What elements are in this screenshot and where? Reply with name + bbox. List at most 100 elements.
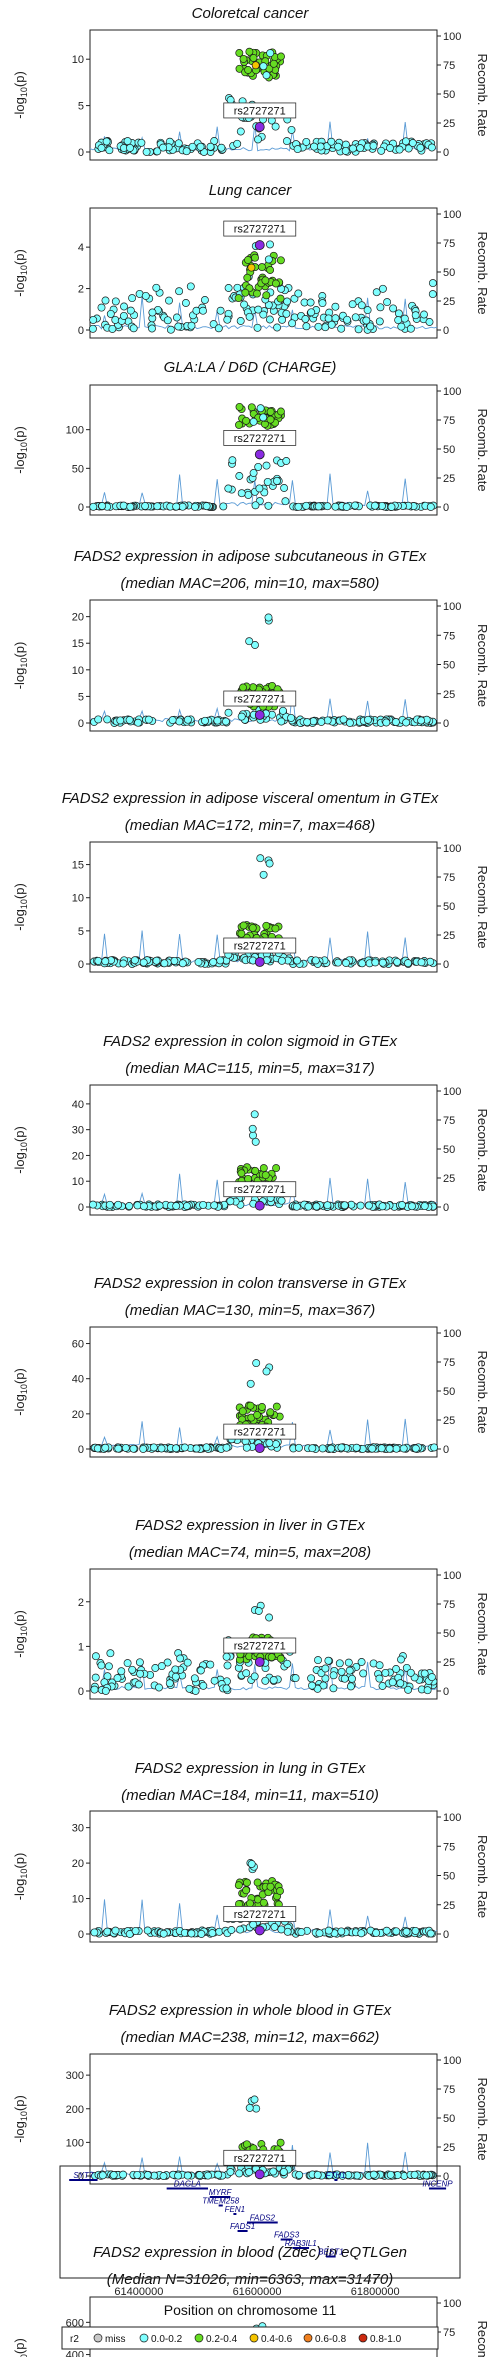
y2-axis-label: Recomb. Rate	[475, 231, 490, 314]
snp-point	[412, 312, 419, 319]
lead-snp-point	[255, 450, 264, 459]
snp-point	[158, 1663, 165, 1670]
y2-tick-label: 25	[443, 473, 455, 485]
snp-point	[114, 1675, 121, 1682]
snp-point	[177, 1655, 184, 1662]
snp-point	[227, 96, 234, 103]
snp-point	[340, 716, 347, 723]
snp-point	[303, 138, 310, 145]
snp-point-ld	[238, 930, 245, 937]
snp-point-peak	[260, 871, 267, 878]
snp-point	[358, 1930, 365, 1937]
snp-point	[278, 1926, 285, 1933]
panel-10: FADS2 expression in whole blood in GTEx (…	[12, 2002, 490, 2184]
snp-point	[393, 1665, 400, 1672]
y2-tick-label: 0	[443, 502, 449, 514]
snp-point-ld	[243, 1887, 250, 1894]
snp-point	[173, 1202, 180, 1209]
snp-point	[252, 502, 259, 509]
y2-tick-label: 50	[443, 89, 455, 101]
snp-point	[238, 713, 245, 720]
snp-point	[304, 719, 311, 726]
y2-tick-label: 50	[443, 1628, 455, 1640]
snp-point	[127, 307, 134, 314]
snp-point-peak	[253, 1360, 260, 1367]
snp-point-ld	[243, 1879, 250, 1886]
snp-point	[338, 325, 345, 332]
snp-point	[132, 1927, 139, 1934]
panel-title: FADS2 expression in colon sigmoid in GTE…	[103, 1033, 398, 1050]
snp-point	[418, 959, 425, 966]
snp-point-peak	[267, 50, 274, 57]
snp-point	[134, 2171, 141, 2178]
snp-point-peak	[249, 1125, 256, 1132]
legend-swatch	[94, 2334, 102, 2342]
y2-tick-label: 25	[443, 118, 455, 130]
y2-tick-label: 75	[443, 60, 455, 72]
lead-snp-label: rs2727271	[234, 433, 286, 445]
snp-point-ld	[277, 1655, 284, 1662]
snp-point-peak	[247, 1380, 254, 1387]
snp-point	[412, 1927, 419, 1934]
snp-point	[397, 1656, 404, 1663]
y-tick-label: 0	[78, 959, 84, 971]
snp-point	[120, 960, 127, 967]
snp-point-ld	[248, 404, 255, 411]
snp-point	[256, 485, 263, 492]
lead-snp-label: rs2727271	[234, 224, 286, 236]
snp-point	[243, 1444, 250, 1451]
y-tick-label: 50	[72, 463, 84, 475]
snp-point	[155, 1684, 162, 1691]
snp-point	[324, 717, 331, 724]
snp-point-ld	[277, 53, 284, 60]
snp-point-ld	[262, 1172, 269, 1179]
y2-tick-label: 25	[443, 1900, 455, 1912]
snp-point	[278, 1197, 285, 1204]
snp-point	[136, 1659, 143, 1666]
snp-point	[102, 1444, 109, 1451]
y2-axis-label: Recomb. Rate	[475, 408, 490, 491]
panel-1: Coloretcal cancer05100255075100-log10(p)…	[12, 5, 490, 160]
snp-point-ld	[267, 408, 274, 415]
snp-point	[211, 1677, 218, 1684]
snp-point	[236, 472, 243, 479]
snp-point	[109, 325, 116, 332]
snp-point	[421, 1670, 428, 1677]
snp-point	[169, 717, 176, 724]
y2-axis-label: Recomb. Rate	[475, 1592, 490, 1675]
snp-point	[324, 1202, 331, 1209]
snp-point	[99, 2172, 106, 2179]
snp-point	[106, 1201, 113, 1208]
snp-point	[144, 1927, 151, 1934]
snp-point	[335, 143, 342, 150]
snp-point	[217, 957, 224, 964]
snp-point-peak	[251, 1111, 258, 1118]
snp-point	[338, 1668, 345, 1675]
y-tick-label: 20	[72, 1858, 84, 1870]
snp-point-peak	[248, 264, 255, 271]
snp-point-ld	[246, 1900, 253, 1907]
snp-point	[379, 1203, 386, 1210]
snp-point-ld	[247, 1402, 254, 1409]
snp-point	[343, 503, 350, 510]
panel-title: Coloretcal cancer	[192, 5, 310, 22]
y2-axis-label: Recomb. Rate	[475, 1108, 490, 1191]
snp-point	[160, 144, 167, 151]
snp-point	[387, 2171, 394, 2178]
y2-tick-label: 50	[443, 444, 455, 456]
snp-point	[274, 324, 281, 331]
panel-title: (median MAC=74, min=5, max=208)	[129, 1544, 371, 1561]
snp-point	[348, 1675, 355, 1682]
snp-point	[254, 136, 261, 143]
snp-point	[409, 139, 416, 146]
panel-title: FADS2 expression in whole blood in GTEx	[109, 2002, 392, 2019]
snp-point	[160, 1930, 167, 1937]
snp-point-ld	[254, 1879, 261, 1886]
y-tick-label: 400	[66, 2350, 84, 2357]
snp-point	[355, 326, 362, 333]
gene-label: DAGLA	[174, 2180, 201, 2189]
snp-point	[183, 148, 190, 155]
snp-point	[379, 1682, 386, 1689]
snp-point	[200, 1201, 207, 1208]
